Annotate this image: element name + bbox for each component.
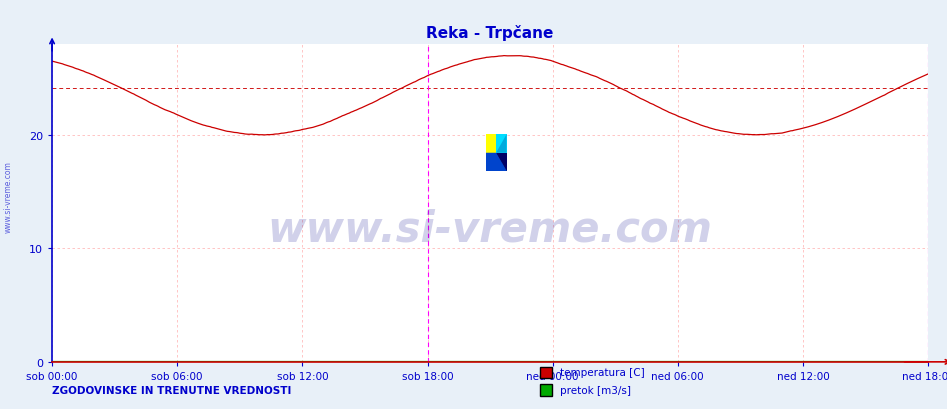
Text: pretok [m3/s]: pretok [m3/s]: [560, 385, 631, 395]
Bar: [496, 135, 507, 153]
Text: temperatura [C]: temperatura [C]: [560, 368, 644, 378]
Polygon shape: [486, 153, 507, 172]
Title: Reka - Trpčane: Reka - Trpčane: [426, 25, 554, 41]
Text: www.si-vreme.com: www.si-vreme.com: [268, 208, 712, 250]
Text: ZGODOVINSKE IN TRENUTNE VREDNOSTI: ZGODOVINSKE IN TRENUTNE VREDNOSTI: [52, 385, 292, 396]
Bar: [486, 135, 496, 153]
Polygon shape: [486, 153, 507, 172]
Text: www.si-vreme.com: www.si-vreme.com: [4, 160, 13, 232]
Polygon shape: [496, 135, 507, 153]
Polygon shape: [496, 153, 507, 172]
